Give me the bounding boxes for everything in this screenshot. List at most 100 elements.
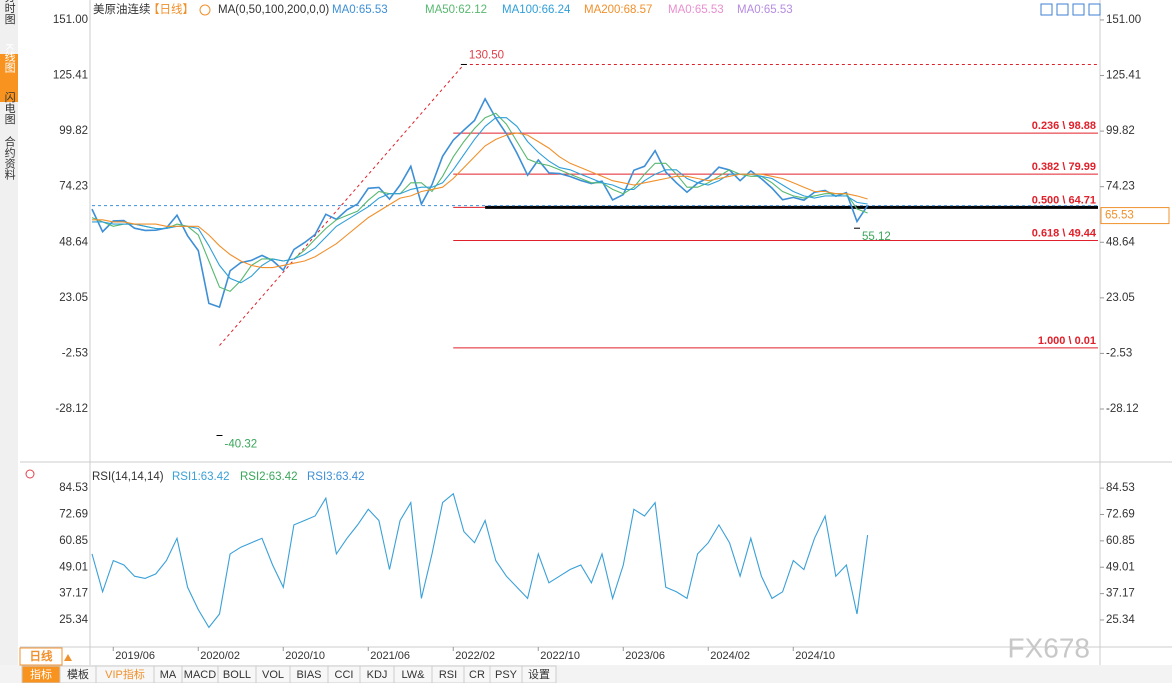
chart-title: 美原油连续 xyxy=(93,2,151,16)
rsi-icon[interactable] xyxy=(25,469,35,479)
y-tick-label-right: 23.05 xyxy=(1106,292,1135,304)
y-tick-label-left: 125.41 xyxy=(53,70,88,82)
sidebar-tab[interactable] xyxy=(0,154,18,202)
y-tick-label-left: 49.01 xyxy=(59,561,88,573)
y-tick-label-left: 72.69 xyxy=(59,509,88,521)
y-tick-label-right: 84.53 xyxy=(1106,482,1135,494)
sidebar-label: 合约资料 xyxy=(3,135,16,181)
fib-label: 0.618 \ 49.44 xyxy=(1032,227,1097,239)
y-tick-label-right: 48.64 xyxy=(1106,236,1135,248)
annotation: -40.32 xyxy=(225,439,258,451)
toolbar-tab-label: CR xyxy=(469,669,485,681)
y-tick-label-left: 84.53 xyxy=(59,482,88,494)
legend-entry: MA0:65.53 xyxy=(332,4,388,16)
x-tick-label: 2024/10 xyxy=(795,650,835,662)
series-line xyxy=(91,97,869,309)
window-icons xyxy=(1040,3,1101,16)
y-tick-label-right: 60.85 xyxy=(1106,535,1135,547)
x-tick-label: 2022/02 xyxy=(455,650,495,662)
y-tick-label-left: -2.53 xyxy=(62,347,88,359)
period-tab-label: 日线 xyxy=(30,649,53,663)
toolbar-tab-label: BIAS xyxy=(296,669,321,681)
toolbar-tab-label: 设置 xyxy=(528,668,550,681)
toolbar-tab-label: 指标 xyxy=(30,667,52,681)
legend-entry: MA0:65.53 xyxy=(668,4,724,16)
y-tick-label-left: 37.17 xyxy=(59,588,88,600)
icon[interactable] xyxy=(1072,3,1085,16)
period: 【日线】 xyxy=(148,2,194,16)
trend-line xyxy=(219,64,465,346)
rsi-title: RSI(14,14,14) xyxy=(92,471,164,483)
legend-entry: MA100:66.24 xyxy=(502,4,571,16)
toolbar-tab-label: BOLL xyxy=(223,669,251,681)
y-tick-label-left: 60.85 xyxy=(59,535,88,547)
y-tick-label-left: 151.00 xyxy=(53,14,88,26)
price-box-label: 65.53 xyxy=(1105,210,1134,222)
y-tick-label-right: 49.01 xyxy=(1106,561,1135,573)
sidebar-label: 分时图 xyxy=(3,0,16,25)
x-tick-label: 2024/02 xyxy=(710,650,750,662)
y-tick-label-left: 74.23 xyxy=(59,181,88,193)
y-tick-label-right: 151.00 xyxy=(1106,14,1141,26)
annotation: 130.50 xyxy=(469,50,504,62)
x-tick-label: 2019/06 xyxy=(115,650,155,662)
legend-entry: MA200:68.57 xyxy=(584,4,652,16)
watermark: FX678 xyxy=(1008,632,1091,663)
toolbar-tab-label: 模板 xyxy=(67,667,89,681)
sidebar-tab[interactable] xyxy=(0,54,18,102)
y-tick-label-right: 72.69 xyxy=(1106,509,1135,521)
fib-label: 0.500 \ 64.71 xyxy=(1032,194,1096,206)
x-tick-label: 2020/02 xyxy=(200,650,240,662)
toolbar-tab-label: MACD xyxy=(184,669,216,681)
legend-entry: MA0:65.53 xyxy=(737,4,793,16)
icon[interactable] xyxy=(1088,3,1101,16)
legend-entry: RSI3:63.42 xyxy=(307,471,365,483)
legend-entry: RSI2:63.42 xyxy=(240,471,298,483)
y-tick-label-right: 74.23 xyxy=(1106,181,1135,193)
toolbar-tab-label: PSY xyxy=(495,669,518,681)
fib-label: 0.236 \ 98.88 xyxy=(1032,120,1096,132)
y-tick-label-right: -28.12 xyxy=(1106,403,1139,415)
x-tick-label: 2023/06 xyxy=(625,650,665,662)
x-tick-label: 2021/06 xyxy=(370,650,410,662)
y-tick-label-right: 125.41 xyxy=(1106,70,1141,82)
period-tab[interactable] xyxy=(19,647,63,666)
y-tick-label-right: 37.17 xyxy=(1106,588,1135,600)
x-tick-label: 2020/10 xyxy=(285,650,325,662)
legend-entry: MA50:62.12 xyxy=(425,4,487,16)
period-arrow xyxy=(64,654,72,661)
y-tick-label-right: -2.53 xyxy=(1106,347,1132,359)
sidebar-label: 闪电图 xyxy=(3,90,16,125)
fib-label: 1.000 \ 0.01 xyxy=(1038,335,1096,347)
y-tick-label-left: 23.05 xyxy=(59,292,88,304)
toolbar-tab-label: MA xyxy=(160,669,177,681)
toolbar-tab-label: RSI xyxy=(439,669,457,681)
icon[interactable] xyxy=(1056,3,1069,16)
settings-icon[interactable] xyxy=(199,4,211,16)
indicator: MA(0,50,100,200,0,0) xyxy=(218,4,329,16)
toolbar-tab-label: LW& xyxy=(401,669,425,681)
fib-label: 0.382 \ 79.99 xyxy=(1032,161,1096,173)
series-line xyxy=(92,132,868,269)
y-tick-label-right: 25.34 xyxy=(1106,614,1135,626)
y-tick-label-left: 99.82 xyxy=(59,125,88,137)
sidebar-label: K线图 xyxy=(3,43,16,73)
y-tick-label-right: 99.82 xyxy=(1106,125,1135,137)
y-tick-label-left: -28.12 xyxy=(55,403,88,415)
legend-entry: RSI1:63.42 xyxy=(172,471,230,483)
y-tick-label-left: 48.64 xyxy=(59,236,88,248)
y-tick-label-left: 25.34 xyxy=(59,614,88,626)
series-line xyxy=(91,492,869,629)
icon[interactable] xyxy=(1040,3,1053,16)
x-tick-label: 2022/10 xyxy=(540,650,580,662)
toolbar-tab-label: CCI xyxy=(335,669,354,681)
toolbar-tab-label: VIP指标 xyxy=(105,667,145,681)
toolbar-tab-label: KDJ xyxy=(367,669,388,681)
toolbar-tab-label: VOL xyxy=(262,669,284,681)
price-box xyxy=(1100,207,1170,225)
sidebar-tab[interactable] xyxy=(0,4,18,52)
sidebar-tab[interactable] xyxy=(0,104,18,152)
annotation: 55.12 xyxy=(862,231,891,243)
